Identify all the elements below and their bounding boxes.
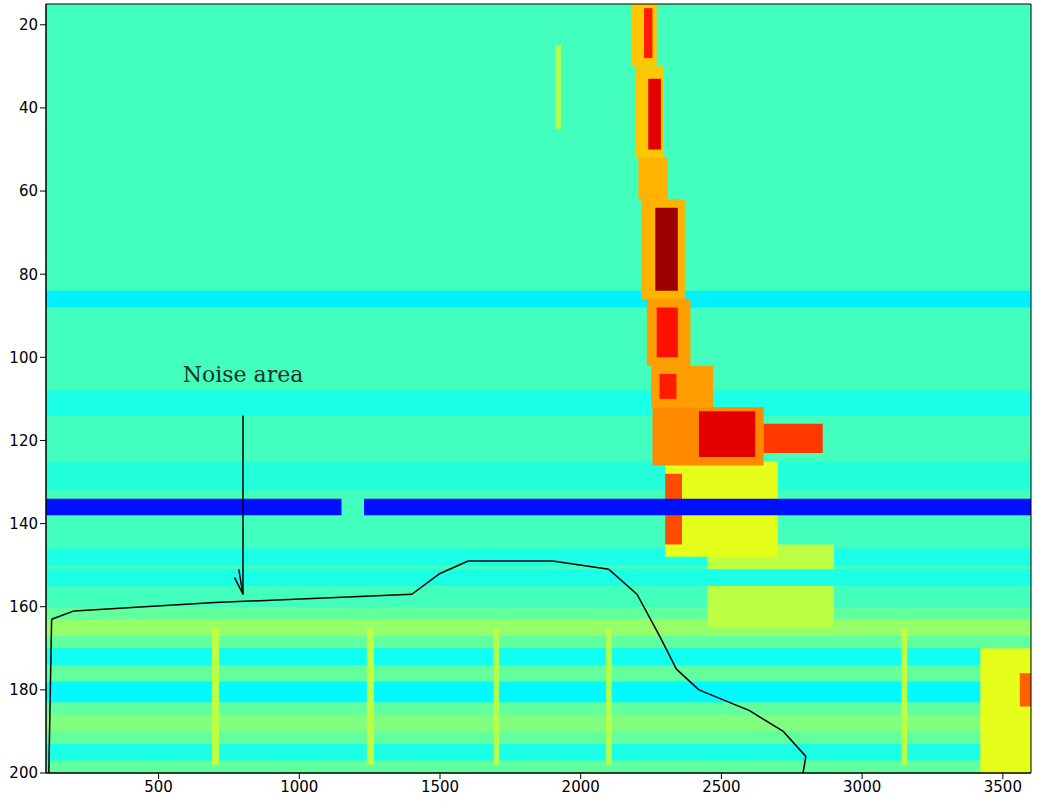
svg-text:20: 20 <box>19 16 38 34</box>
svg-text:100: 100 <box>9 349 38 367</box>
svg-text:1500: 1500 <box>421 778 459 796</box>
svg-text:2500: 2500 <box>702 778 740 796</box>
svg-text:160: 160 <box>9 598 38 616</box>
svg-text:Noise area: Noise area <box>183 362 304 387</box>
svg-text:500: 500 <box>144 778 173 796</box>
svg-text:180: 180 <box>9 681 38 699</box>
svg-text:3500: 3500 <box>984 778 1022 796</box>
svg-text:200: 200 <box>9 764 38 782</box>
svg-text:80: 80 <box>19 266 38 284</box>
svg-text:1000: 1000 <box>280 778 318 796</box>
svg-text:120: 120 <box>9 432 38 450</box>
svg-text:3000: 3000 <box>843 778 881 796</box>
svg-text:140: 140 <box>9 515 38 533</box>
svg-text:40: 40 <box>19 99 38 117</box>
svg-text:60: 60 <box>19 182 38 200</box>
svg-text:2000: 2000 <box>562 778 600 796</box>
